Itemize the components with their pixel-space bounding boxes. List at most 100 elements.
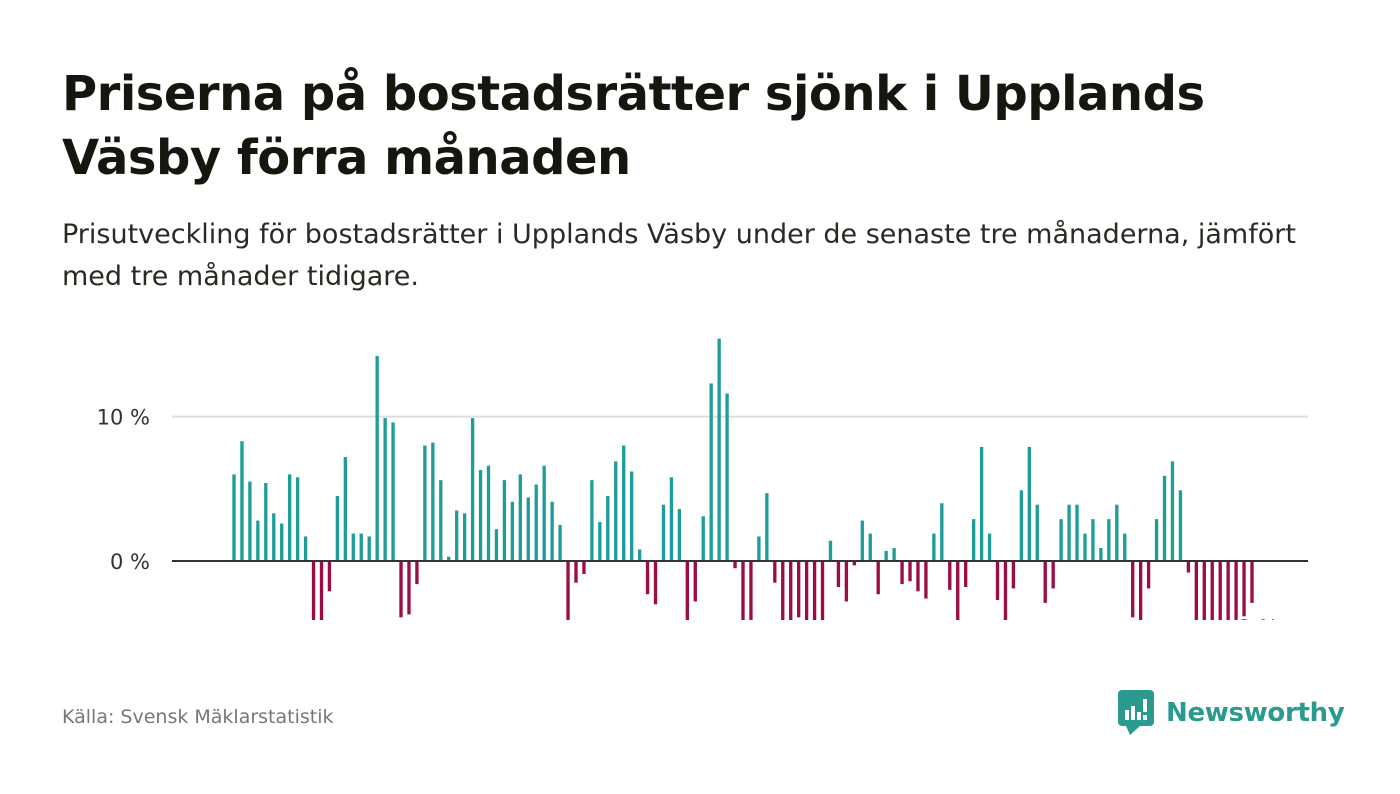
bar — [1138, 561, 1143, 620]
last-value-label-halo: –3 % — [1228, 616, 1279, 620]
bar — [1123, 533, 1127, 561]
bar — [248, 481, 252, 561]
bar — [677, 509, 682, 561]
bar — [470, 418, 475, 561]
bar — [574, 561, 578, 583]
bar — [1075, 504, 1079, 561]
bar — [1186, 561, 1191, 573]
bar — [399, 561, 403, 618]
bar — [749, 561, 753, 620]
axes — [172, 560, 1308, 562]
bar — [645, 561, 650, 595]
bar — [1067, 504, 1071, 561]
bar — [916, 561, 920, 592]
bar — [391, 422, 395, 561]
bar — [979, 446, 984, 561]
bar — [773, 561, 777, 583]
bar — [303, 536, 308, 561]
bar — [264, 483, 268, 561]
bar — [948, 561, 952, 590]
bar — [327, 561, 332, 592]
bar — [995, 561, 1000, 600]
bar — [510, 501, 515, 561]
bar — [860, 520, 864, 561]
bar — [964, 561, 968, 587]
bar — [622, 445, 626, 561]
bar — [717, 338, 721, 561]
bar — [375, 355, 379, 561]
bar — [1250, 561, 1254, 603]
bar — [757, 536, 761, 561]
bar — [781, 561, 785, 620]
newsworthy-logo[interactable]: Newsworthy — [1118, 690, 1345, 736]
bar — [765, 493, 769, 561]
bar — [1131, 561, 1135, 618]
bar — [1011, 561, 1016, 589]
bar — [415, 561, 419, 585]
source-note: Källa: Svensk Mäklarstatistik — [62, 706, 334, 728]
bar — [956, 561, 960, 620]
y-tick-label: 10 % — [97, 406, 150, 430]
bar — [868, 533, 872, 561]
bar — [295, 477, 300, 561]
chart-subtitle: Prisutveckling för bostadsrätter i Uppla… — [62, 219, 1296, 292]
bar — [1202, 561, 1206, 620]
chart-title: Priserna på bostadsrätter sjönk i Upplan… — [62, 66, 1205, 186]
bar — [884, 550, 888, 561]
bar — [598, 522, 602, 561]
bar — [1043, 561, 1047, 603]
bar — [486, 465, 491, 561]
bar — [1194, 561, 1198, 620]
bar — [1115, 504, 1119, 561]
bar — [542, 465, 546, 561]
bar — [1170, 461, 1175, 561]
bar — [789, 561, 793, 620]
newsworthy-logo-icon — [1118, 690, 1154, 735]
bar — [1099, 548, 1103, 561]
bar — [1091, 519, 1095, 561]
bar — [741, 561, 745, 620]
bar — [1234, 561, 1238, 620]
newsworthy-logo-text: Newsworthy — [1166, 698, 1345, 728]
bar — [351, 533, 355, 561]
bar — [232, 474, 236, 561]
bar — [614, 461, 618, 561]
bar — [932, 533, 936, 561]
bar — [820, 561, 825, 620]
bar — [892, 548, 896, 561]
bar — [669, 477, 674, 561]
bar — [924, 561, 928, 599]
bar — [1226, 561, 1230, 620]
bar — [1178, 490, 1183, 561]
bar — [725, 393, 729, 561]
bar — [383, 418, 387, 561]
bar — [311, 561, 316, 620]
bar — [940, 503, 944, 561]
bar — [526, 497, 530, 561]
bar — [566, 561, 570, 620]
bar — [447, 556, 451, 561]
bar — [661, 504, 666, 561]
bar — [590, 480, 594, 561]
bar — [1107, 519, 1111, 561]
bar — [852, 561, 857, 566]
bar — [478, 470, 483, 561]
bar — [844, 561, 849, 602]
bar — [1218, 561, 1222, 620]
bar — [804, 561, 809, 620]
bar — [1210, 561, 1214, 620]
bar — [367, 536, 371, 561]
bar — [1154, 519, 1159, 561]
bars — [232, 338, 1254, 620]
bar — [1027, 446, 1031, 561]
labels: 0 %10 %20122015201820212023–3 %–3 % — [97, 406, 1282, 620]
bar — [606, 496, 610, 561]
bar — [1035, 504, 1039, 561]
bar — [693, 561, 697, 602]
bar — [280, 523, 284, 561]
bar — [1146, 561, 1151, 589]
bar — [359, 533, 363, 561]
bar-chart: 0 %10 %20122015201820212023–3 %–3 % — [97, 338, 1308, 620]
bar — [1083, 533, 1087, 561]
bar — [836, 561, 841, 587]
